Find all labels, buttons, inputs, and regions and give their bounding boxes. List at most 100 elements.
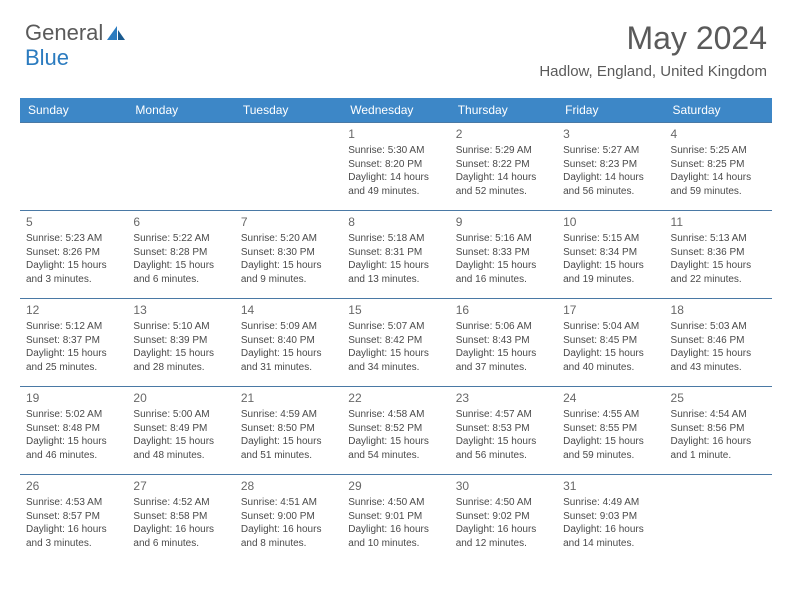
logo-sail-icon (107, 26, 125, 40)
calendar-day-cell: 28Sunrise: 4:51 AMSunset: 9:00 PMDayligh… (235, 475, 342, 563)
day-info: Sunrise: 5:23 AMSunset: 8:26 PMDaylight:… (26, 232, 121, 286)
calendar-week-row: 5 Sunrise: 5:23 AMSunset: 8:26 PMDaylight… (20, 211, 772, 299)
day-info: Sunrise: 5:15 AMSunset: 8:34 PMDaylight:… (563, 232, 658, 286)
day-info: Sunrise: 4:52 AMSunset: 8:58 PMDaylight:… (133, 496, 228, 550)
day-number: 16 (456, 303, 551, 317)
day-number: 1 (348, 127, 443, 141)
calendar-day-cell: 21Sunrise: 4:59 AMSunset: 8:50 PMDayligh… (235, 387, 342, 475)
calendar-empty-cell (665, 475, 772, 563)
day-info: Sunrise: 5:18 AMSunset: 8:31 PMDaylight:… (348, 232, 443, 286)
header: General May 2024 Hadlow, England, United… (0, 0, 792, 90)
day-number: 8 (348, 215, 443, 229)
location: Hadlow, England, United Kingdom (539, 63, 767, 80)
day-number: 15 (348, 303, 443, 317)
calendar-day-cell: 1Sunrise: 5:30 AMSunset: 8:20 PMDaylight… (342, 123, 449, 211)
day-info: Sunrise: 5:12 AMSunset: 8:37 PMDaylight:… (26, 320, 121, 374)
calendar-day-cell: 12 Sunrise: 5:12 AMSunset: 8:37 PMDayligh… (20, 299, 127, 387)
calendar-day-cell: 5 Sunrise: 5:23 AMSunset: 8:26 PMDaylight… (20, 211, 127, 299)
day-number: 19 (26, 391, 121, 405)
calendar-day-cell: 24 Sunrise: 4:55 AMSunset: 8:55 PMDayligh… (557, 387, 664, 475)
day-number: 23 (456, 391, 551, 405)
day-header: Friday (557, 98, 664, 123)
calendar-day-cell: 27Sunrise: 4:52 AMSunset: 8:58 PMDayligh… (127, 475, 234, 563)
day-info: Sunrise: 5:20 AMSunset: 8:30 PMDaylight:… (241, 232, 336, 286)
day-info: Sunrise: 4:50 AMSunset: 9:02 PMDaylight:… (456, 496, 551, 550)
calendar-day-cell: 18 Sunrise: 5:03 AMSunset: 8:46 PMDayligh… (665, 299, 772, 387)
day-number: 5 (26, 215, 121, 229)
day-number: 29 (348, 479, 443, 493)
logo-blue-wrapper: Blue (25, 45, 69, 71)
day-number: 3 (563, 127, 658, 141)
calendar-day-cell: 26Sunrise: 4:53 AMSunset: 8:57 PMDayligh… (20, 475, 127, 563)
calendar-week-row: 1Sunrise: 5:30 AMSunset: 8:20 PMDaylight… (20, 123, 772, 211)
day-number: 17 (563, 303, 658, 317)
calendar-day-cell: 15 Sunrise: 5:07 AMSunset: 8:42 PMDayligh… (342, 299, 449, 387)
day-info: Sunrise: 5:27 AMSunset: 8:23 PMDaylight:… (563, 144, 658, 198)
day-number: 13 (133, 303, 228, 317)
day-info: Sunrise: 5:07 AMSunset: 8:42 PMDaylight:… (348, 320, 443, 374)
calendar-day-cell: 30 Sunrise: 4:50 AMSunset: 9:02 PMDayligh… (450, 475, 557, 563)
title-block: May 2024 Hadlow, England, United Kingdom (539, 20, 767, 80)
calendar-day-cell: 31 Sunrise: 4:49 AMSunset: 9:03 PMDayligh… (557, 475, 664, 563)
day-info: Sunrise: 5:13 AMSunset: 8:36 PMDaylight:… (671, 232, 766, 286)
calendar-day-cell: 7 Sunrise: 5:20 AMSunset: 8:30 PMDaylight… (235, 211, 342, 299)
calendar-day-cell: 19 Sunrise: 5:02 AMSunset: 8:48 PMDayligh… (20, 387, 127, 475)
calendar-empty-cell (235, 123, 342, 211)
day-number: 7 (241, 215, 336, 229)
calendar-day-cell: 23Sunrise: 4:57 AMSunset: 8:53 PMDayligh… (450, 387, 557, 475)
day-number: 28 (241, 479, 336, 493)
calendar-day-cell: 8 Sunrise: 5:18 AMSunset: 8:31 PMDaylight… (342, 211, 449, 299)
day-info: Sunrise: 5:04 AMSunset: 8:45 PMDaylight:… (563, 320, 658, 374)
day-number: 6 (133, 215, 228, 229)
calendar-week-row: 26Sunrise: 4:53 AMSunset: 8:57 PMDayligh… (20, 475, 772, 563)
day-info: Sunrise: 5:03 AMSunset: 8:46 PMDaylight:… (671, 320, 766, 374)
day-number: 14 (241, 303, 336, 317)
day-info: Sunrise: 4:50 AMSunset: 9:01 PMDaylight:… (348, 496, 443, 550)
day-header: Saturday (665, 98, 772, 123)
month-title: May 2024 (539, 20, 767, 57)
calendar-day-cell: 25Sunrise: 4:54 AMSunset: 8:56 PMDayligh… (665, 387, 772, 475)
day-number: 20 (133, 391, 228, 405)
calendar-day-cell: 6 Sunrise: 5:22 AMSunset: 8:28 PMDaylight… (127, 211, 234, 299)
calendar-day-cell: 10 Sunrise: 5:15 AMSunset: 8:34 PMDayligh… (557, 211, 664, 299)
day-info: Sunrise: 4:55 AMSunset: 8:55 PMDaylight:… (563, 408, 658, 462)
day-number: 9 (456, 215, 551, 229)
logo-text-general: General (25, 20, 103, 46)
calendar-table: SundayMondayTuesdayWednesdayThursdayFrid… (20, 98, 772, 563)
day-info: Sunrise: 5:06 AMSunset: 8:43 PMDaylight:… (456, 320, 551, 374)
calendar-empty-cell (127, 123, 234, 211)
day-info: Sunrise: 5:09 AMSunset: 8:40 PMDaylight:… (241, 320, 336, 374)
calendar-day-cell: 9 Sunrise: 5:16 AMSunset: 8:33 PMDaylight… (450, 211, 557, 299)
day-info: Sunrise: 5:22 AMSunset: 8:28 PMDaylight:… (133, 232, 228, 286)
day-number: 12 (26, 303, 121, 317)
day-number: 21 (241, 391, 336, 405)
day-number: 11 (671, 215, 766, 229)
day-number: 18 (671, 303, 766, 317)
calendar-day-cell: 16 Sunrise: 5:06 AMSunset: 8:43 PMDayligh… (450, 299, 557, 387)
calendar-day-cell: 2Sunrise: 5:29 AMSunset: 8:22 PMDaylight… (450, 123, 557, 211)
day-number: 31 (563, 479, 658, 493)
day-info: Sunrise: 5:16 AMSunset: 8:33 PMDaylight:… (456, 232, 551, 286)
day-info: Sunrise: 4:53 AMSunset: 8:57 PMDaylight:… (26, 496, 121, 550)
calendar-header-row: SundayMondayTuesdayWednesdayThursdayFrid… (20, 98, 772, 123)
day-number: 2 (456, 127, 551, 141)
calendar-week-row: 19 Sunrise: 5:02 AMSunset: 8:48 PMDayligh… (20, 387, 772, 475)
day-number: 24 (563, 391, 658, 405)
day-number: 22 (348, 391, 443, 405)
day-info: Sunrise: 4:58 AMSunset: 8:52 PMDaylight:… (348, 408, 443, 462)
day-number: 30 (456, 479, 551, 493)
day-header: Sunday (20, 98, 127, 123)
day-header: Monday (127, 98, 234, 123)
day-number: 10 (563, 215, 658, 229)
calendar-day-cell: 29 Sunrise: 4:50 AMSunset: 9:01 PMDayligh… (342, 475, 449, 563)
day-info: Sunrise: 4:49 AMSunset: 9:03 PMDaylight:… (563, 496, 658, 550)
day-header: Tuesday (235, 98, 342, 123)
day-header: Wednesday (342, 98, 449, 123)
calendar-day-cell: 13Sunrise: 5:10 AMSunset: 8:39 PMDayligh… (127, 299, 234, 387)
day-info: Sunrise: 5:02 AMSunset: 8:48 PMDaylight:… (26, 408, 121, 462)
calendar-day-cell: 22 Sunrise: 4:58 AMSunset: 8:52 PMDayligh… (342, 387, 449, 475)
day-info: Sunrise: 5:00 AMSunset: 8:49 PMDaylight:… (133, 408, 228, 462)
day-number: 25 (671, 391, 766, 405)
calendar-day-cell: 14 Sunrise: 5:09 AMSunset: 8:40 PMDayligh… (235, 299, 342, 387)
calendar-day-cell: 20 Sunrise: 5:00 AMSunset: 8:49 PMDayligh… (127, 387, 234, 475)
